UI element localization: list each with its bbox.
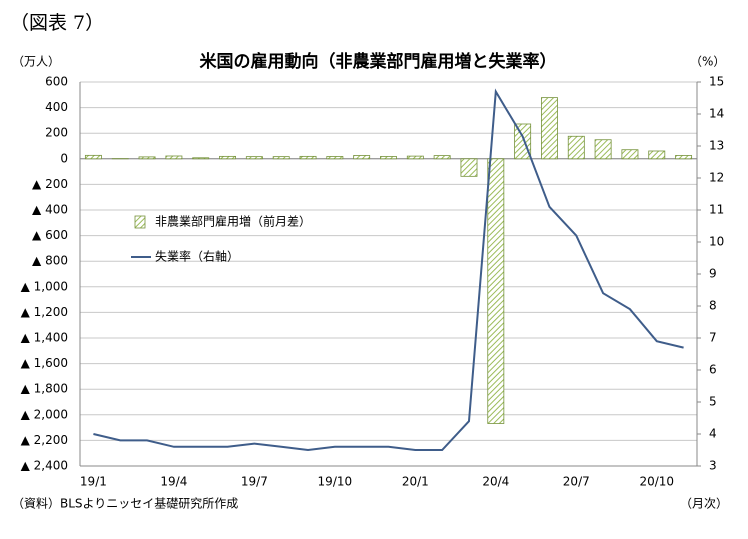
bar xyxy=(407,156,423,159)
y-tick-label: ▲ 1,000 xyxy=(21,279,68,293)
chart-title: 米国の雇用動向（非農業部門雇用増と失業率） xyxy=(200,51,557,72)
x-tick-label: 20/7 xyxy=(563,475,590,489)
y-tick-label: ▲ 2,400 xyxy=(21,459,68,473)
bar xyxy=(219,156,235,158)
y2-tick-label: 7 xyxy=(709,331,717,345)
y-tick-label: ▲ 2,200 xyxy=(21,433,68,447)
y-unit: （万人） xyxy=(12,55,60,69)
y2-tick-label: 10 xyxy=(709,235,724,249)
y2-tick-label: 12 xyxy=(709,171,724,185)
y-tick-label: ▲ 600 xyxy=(32,228,68,242)
x-tick-label: 19/7 xyxy=(241,475,268,489)
y2-unit: （%） xyxy=(690,55,725,69)
bar xyxy=(568,136,584,159)
x-tick-label: 19/10 xyxy=(318,475,353,489)
y2-tick-label: 14 xyxy=(709,107,724,121)
bar xyxy=(488,159,504,424)
y-tick-label: ▲ 1,400 xyxy=(21,331,68,345)
source-note: （資料）BLSよりニッセイ基礎研究所作成 xyxy=(12,496,238,511)
y2-tick-label: 13 xyxy=(709,139,724,153)
y-tick-label: 400 xyxy=(45,100,68,114)
x-tick-label: 20/10 xyxy=(639,475,674,489)
legend-label: 非農業部門雇用増（前月差） xyxy=(155,214,311,229)
x-tick-label: 20/4 xyxy=(482,475,509,489)
y2-tick-label: 5 xyxy=(709,395,717,409)
bar xyxy=(193,158,209,159)
y2-tick-label: 3 xyxy=(709,459,717,473)
y2-tick-label: 15 xyxy=(709,75,724,89)
bar xyxy=(327,156,343,158)
y2-tick-label: 9 xyxy=(709,267,717,281)
x-tick-label: 20/1 xyxy=(402,475,429,489)
bar xyxy=(622,150,638,159)
y-tick-label: ▲ 1,800 xyxy=(21,382,68,396)
y-tick-label: 200 xyxy=(45,126,68,140)
y-tick-label: ▲ 2,000 xyxy=(21,407,68,421)
y-tick-label: ▲ 1,200 xyxy=(21,305,68,319)
bar xyxy=(246,157,262,159)
x-unit: （月次） xyxy=(680,497,728,511)
y-tick-label: ▲ 200 xyxy=(32,177,68,191)
y2-tick-label: 6 xyxy=(709,363,717,377)
y-tick-label: 0 xyxy=(60,151,68,165)
bar xyxy=(300,156,316,158)
y-tick-label: ▲ 800 xyxy=(32,254,68,268)
bar xyxy=(461,159,477,177)
y-tick-label: ▲ 1,600 xyxy=(21,356,68,370)
bar xyxy=(139,157,155,159)
bar xyxy=(166,156,182,159)
bar xyxy=(85,155,101,158)
bar xyxy=(273,157,289,159)
y2-tick-label: 4 xyxy=(709,427,717,441)
y2-tick-label: 8 xyxy=(709,299,717,313)
bar xyxy=(649,151,665,159)
y-tick-label: ▲ 400 xyxy=(32,203,68,217)
y2-tick-label: 11 xyxy=(709,203,724,217)
figure-label: （図表 7） xyxy=(10,12,104,34)
x-tick-label: 19/1 xyxy=(80,475,107,489)
bar xyxy=(434,156,450,159)
bar xyxy=(541,98,557,159)
legend-label: 失業率（右軸） xyxy=(155,249,239,264)
y-tick-label: 600 xyxy=(45,75,68,89)
x-tick-label: 19/4 xyxy=(160,475,187,489)
bar xyxy=(595,140,611,159)
bar xyxy=(380,156,396,158)
bar xyxy=(676,155,692,158)
bar xyxy=(354,155,370,158)
legend-swatch xyxy=(135,216,145,228)
